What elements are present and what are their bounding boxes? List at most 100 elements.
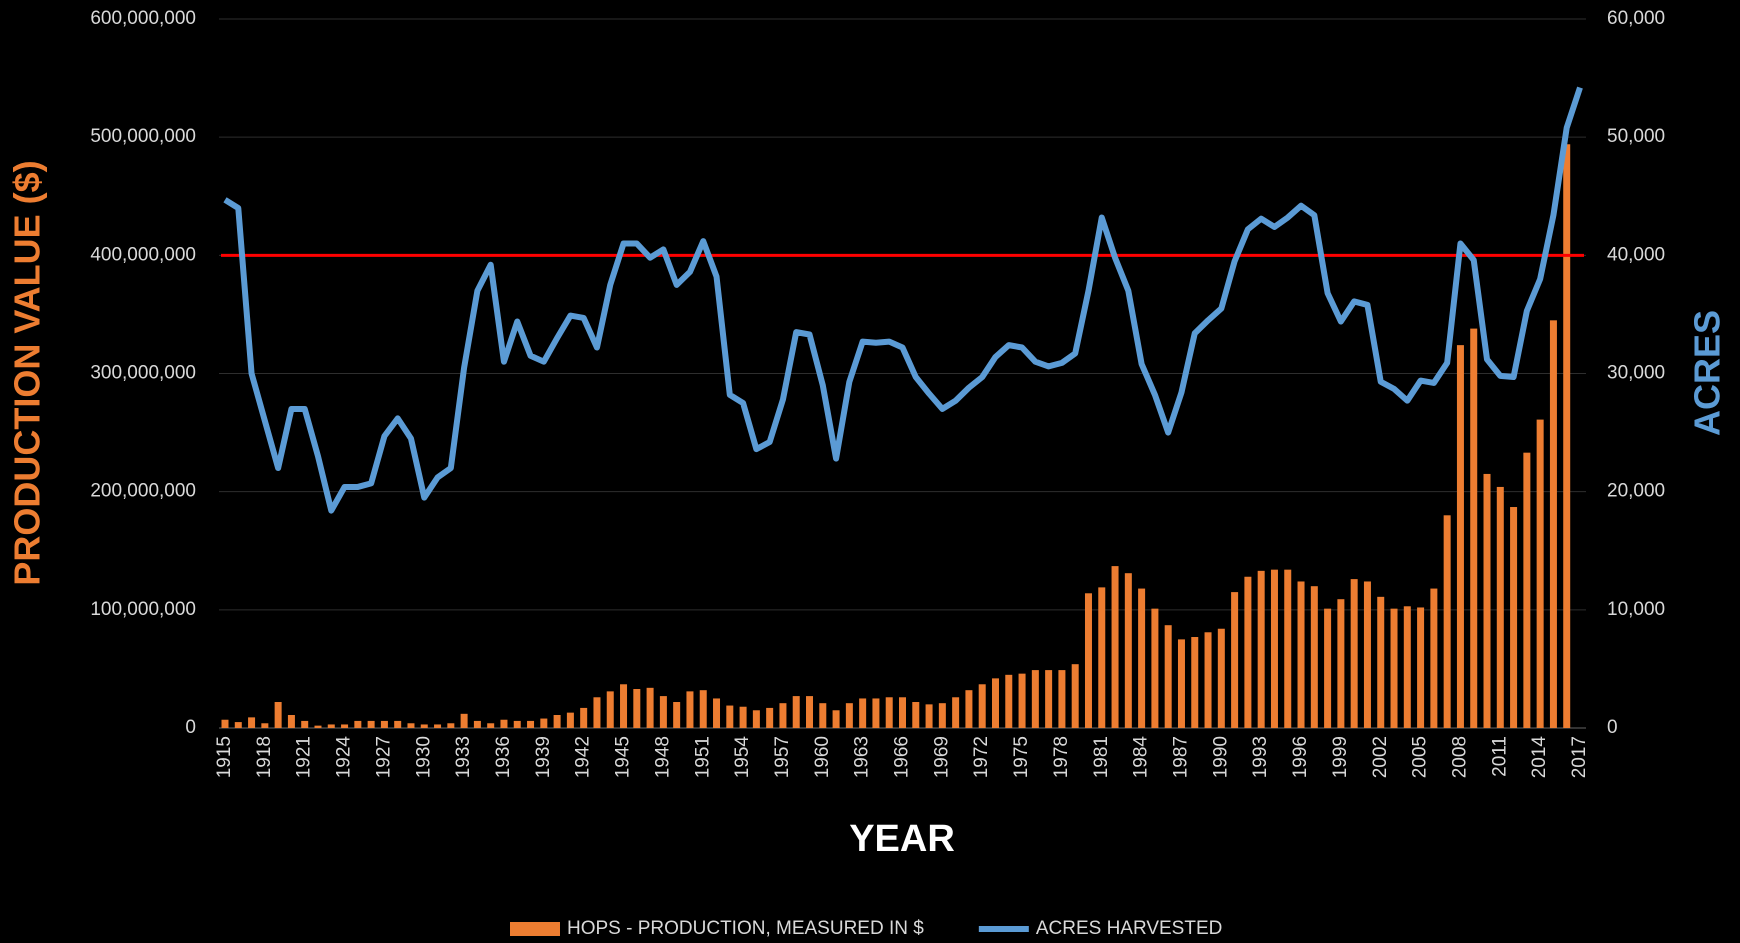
bar (460, 713, 468, 728)
bar (1363, 581, 1371, 728)
y2-tick-label: 20,000 (1607, 481, 1665, 502)
bar (380, 720, 388, 728)
bar (766, 707, 774, 728)
line (223, 86, 1583, 514)
x-tick-label: 1963 (852, 736, 873, 778)
bar (287, 715, 295, 728)
bar (1390, 608, 1398, 728)
x-tick-label: 2011 (1489, 736, 1510, 777)
bar (1377, 596, 1385, 728)
bar (301, 720, 309, 728)
bar (434, 724, 442, 728)
bar (1470, 328, 1478, 728)
bar (527, 720, 535, 728)
bar (713, 698, 721, 728)
bar (1563, 144, 1571, 729)
bar (925, 704, 933, 728)
bar (553, 715, 561, 728)
bar (540, 718, 548, 728)
bar (1536, 419, 1544, 728)
bar (686, 691, 694, 728)
bar (221, 719, 229, 728)
bar (872, 698, 880, 728)
y-tick-label: 500,000,000 (90, 126, 196, 147)
bar (739, 706, 747, 728)
x-tick-label: 1993 (1250, 736, 1271, 778)
x-tick-label: 1921 (294, 736, 315, 778)
bar (261, 723, 269, 728)
x-tick-label: 1915 (214, 736, 235, 778)
x-tick-label: 1957 (772, 736, 793, 778)
bar (1138, 588, 1146, 728)
x-tick-label: 1918 (254, 736, 275, 778)
bar (1204, 632, 1212, 728)
bar (500, 719, 508, 728)
x-tick-label: 2002 (1370, 736, 1391, 778)
bar (1284, 569, 1292, 728)
bar (1244, 576, 1252, 728)
bar (1164, 625, 1172, 728)
bar (1071, 664, 1079, 728)
bar (314, 725, 322, 728)
bar (1403, 606, 1411, 728)
x-tick-label: 1999 (1330, 736, 1351, 778)
bar (1084, 593, 1092, 728)
bar (1031, 670, 1039, 728)
legend-label: HOPS - PRODUCTION, MEASURED IN $ (567, 918, 924, 939)
x-tick-label: 1975 (1011, 736, 1032, 778)
x-tick-label: 2008 (1449, 736, 1470, 778)
bar (1456, 345, 1464, 728)
y-tick-label: 400,000,000 (90, 244, 196, 265)
x-tick-label: 1966 (892, 736, 913, 778)
y2-tick-label: 60,000 (1607, 8, 1665, 29)
bar (1005, 674, 1013, 728)
x-tick-label: 1984 (1131, 736, 1152, 779)
bar (367, 720, 375, 728)
bar (806, 696, 814, 728)
y-tick-label: 200,000,000 (90, 481, 196, 502)
bar (699, 690, 707, 728)
y2-tick-label: 30,000 (1607, 363, 1665, 384)
x-tick-label: 1996 (1290, 736, 1311, 778)
bar (978, 684, 986, 728)
bar (1430, 588, 1438, 728)
x-tick-label: 1969 (931, 736, 952, 778)
bar (845, 703, 853, 728)
bar (1098, 587, 1106, 728)
x-tick-label: 2005 (1410, 736, 1431, 778)
bar (447, 723, 455, 728)
x-tick-label: 1948 (652, 736, 673, 778)
bar (885, 697, 893, 728)
bar (1111, 566, 1119, 728)
y2-tick-label: 0 (1607, 717, 1618, 738)
bar (420, 724, 428, 728)
y-tick-label: 300,000,000 (90, 363, 196, 384)
bar (1191, 637, 1199, 728)
x-tick-label: 1936 (493, 736, 514, 778)
bar (965, 690, 973, 728)
bar (832, 710, 840, 728)
x-tick-label: 2017 (1569, 736, 1590, 778)
x-tick-label: 1978 (1051, 736, 1072, 778)
bar (566, 712, 574, 728)
x-tick-label: 1939 (533, 736, 554, 778)
x-axis-title: YEAR (849, 818, 955, 860)
bar (779, 703, 787, 728)
bar (487, 723, 495, 728)
x-tick-label: 1990 (1210, 736, 1231, 778)
bar (1523, 452, 1531, 728)
bar (1177, 639, 1185, 728)
bar (726, 705, 734, 728)
bar (1483, 473, 1491, 728)
bar (1231, 592, 1239, 728)
y2-tick-label: 10,000 (1607, 599, 1665, 620)
bar (1337, 599, 1345, 728)
y-tick-label: 100,000,000 (90, 599, 196, 620)
bar (1018, 673, 1026, 728)
x-tick-label: 1927 (373, 736, 394, 778)
x-tick-label: 1930 (413, 736, 434, 778)
bar (1257, 570, 1265, 728)
bar (620, 684, 628, 728)
bar (952, 697, 960, 728)
bar (659, 696, 667, 728)
